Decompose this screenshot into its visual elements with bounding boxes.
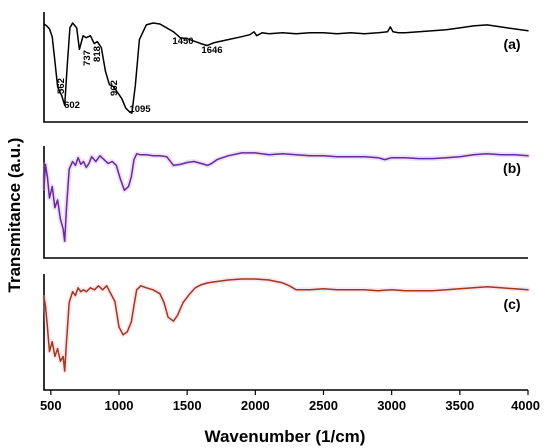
- x-tick-label: 500: [40, 398, 62, 413]
- x-axis: 500 1000 1500 2000 2500 3000 3500 4000: [40, 390, 540, 413]
- panel-label: (a): [503, 36, 520, 52]
- spectrum-panel-1: (a) 562 602 737 818 962 1095 1450 1646: [43, 12, 529, 123]
- panel-frame: [43, 12, 528, 123]
- peak-annotation: 1095: [129, 104, 151, 115]
- spectrum-panel-2: (b): [41, 146, 531, 259]
- x-tick-label: 1000: [105, 398, 134, 413]
- spectrum-glow: [41, 276, 531, 374]
- panel-label: (b): [503, 160, 521, 176]
- x-tick-label: 4000: [511, 398, 540, 413]
- spectrum-line: [43, 22, 529, 114]
- x-tick-label: 3500: [445, 398, 474, 413]
- x-tick-label: 3000: [377, 398, 406, 413]
- peak-annotation: 1450: [172, 36, 193, 47]
- peak-annotation: 562: [56, 78, 67, 94]
- peak-annotation: 818: [92, 46, 103, 62]
- spectrum-line: [43, 278, 529, 372]
- peak-annotation: 602: [64, 100, 80, 111]
- peak-annotation: 1646: [201, 45, 222, 56]
- spectrum-line: [43, 152, 529, 242]
- x-tick-label: 2500: [309, 398, 338, 413]
- spectrum-panel-3: (c): [41, 274, 531, 391]
- x-tick-label: 2000: [241, 398, 270, 413]
- panel-label: (c): [503, 296, 520, 312]
- y-axis-title: Transmitance (a.u.): [5, 138, 24, 293]
- peak-annotation: 962: [109, 80, 120, 96]
- spectra-panels: (a) 562 602 737 818 962 1095 1450 1646 (b) (c): [41, 12, 531, 391]
- x-tick-label: 1500: [173, 398, 202, 413]
- peak-annotation: 737: [82, 50, 93, 66]
- x-axis-title: Wavenumber (1/cm): [205, 427, 366, 446]
- panel-frame: [43, 274, 528, 391]
